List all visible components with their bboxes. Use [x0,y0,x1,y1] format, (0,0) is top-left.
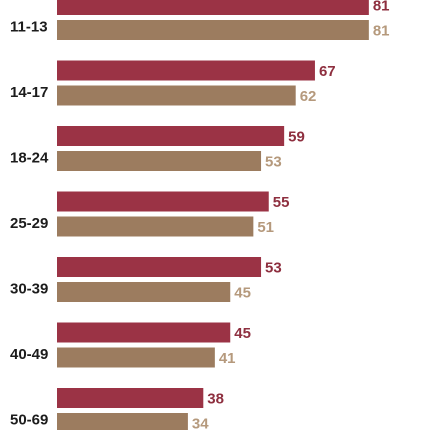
data-label: 51 [257,219,274,236]
bar [57,191,269,212]
bar [57,388,204,408]
bar [57,0,369,15]
category-label: 30-39 [10,281,48,298]
data-label: 53 [265,260,282,277]
category-label: 50-69 [10,412,48,429]
data-label: 62 [300,88,317,105]
bar [57,216,254,237]
data-label: 81 [373,23,390,40]
bar [57,322,231,343]
data-label: 59 [288,129,305,146]
data-label: 38 [207,391,224,408]
data-label: 55 [273,194,290,211]
data-label: 45 [234,285,251,302]
data-label: 34 [192,416,209,430]
data-label: 41 [219,350,236,367]
bar [57,151,262,171]
bar [57,282,231,302]
category-label: 14-17 [10,84,48,101]
data-label: 67 [319,63,336,80]
data-label: 81 [373,0,390,15]
data-label: 53 [265,154,282,171]
category-label: 25-29 [10,215,48,232]
category-label: 18-24 [10,150,49,167]
bar [57,20,369,40]
bar [57,60,315,81]
bar [57,413,188,430]
bar [57,347,215,368]
category-label: 11-13 [10,19,48,36]
bar [57,126,285,146]
bar [57,257,262,277]
data-label: 45 [234,325,251,342]
category-label: 40-49 [10,346,48,363]
bar [57,85,296,106]
